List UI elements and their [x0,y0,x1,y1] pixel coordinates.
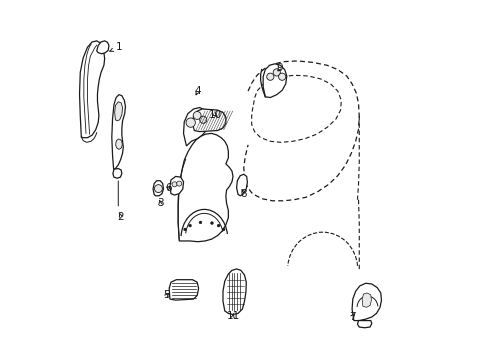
Circle shape [188,224,191,227]
Circle shape [210,222,213,225]
Circle shape [266,73,273,80]
Text: 4: 4 [194,86,201,96]
Circle shape [222,228,224,231]
Polygon shape [115,102,122,121]
Polygon shape [153,181,163,196]
Text: 3: 3 [157,198,163,208]
Polygon shape [178,134,233,242]
Text: 7: 7 [348,312,355,322]
Circle shape [172,182,177,187]
Polygon shape [169,280,198,300]
Polygon shape [97,41,109,54]
Circle shape [183,228,186,231]
Circle shape [193,112,201,120]
Text: 5: 5 [163,291,170,301]
Polygon shape [112,95,125,169]
Text: 10: 10 [208,110,221,120]
Circle shape [217,224,220,227]
Ellipse shape [116,139,122,149]
Circle shape [199,116,206,123]
Text: 9: 9 [276,63,283,73]
Circle shape [185,118,195,127]
Text: 2: 2 [117,212,124,221]
Polygon shape [183,108,209,146]
Polygon shape [357,320,371,328]
Text: 8: 8 [240,189,246,199]
Polygon shape [263,64,286,98]
Polygon shape [192,109,225,132]
Circle shape [176,181,182,186]
Text: 1: 1 [110,42,122,52]
Polygon shape [113,168,122,178]
Circle shape [278,73,285,80]
Polygon shape [223,269,246,315]
Polygon shape [351,283,381,320]
Circle shape [154,185,162,193]
Text: 11: 11 [226,311,239,321]
Circle shape [199,221,202,224]
Polygon shape [80,41,104,138]
Text: 6: 6 [165,183,171,193]
Circle shape [273,69,280,76]
Polygon shape [362,293,371,307]
Polygon shape [236,174,247,196]
Polygon shape [169,176,183,195]
